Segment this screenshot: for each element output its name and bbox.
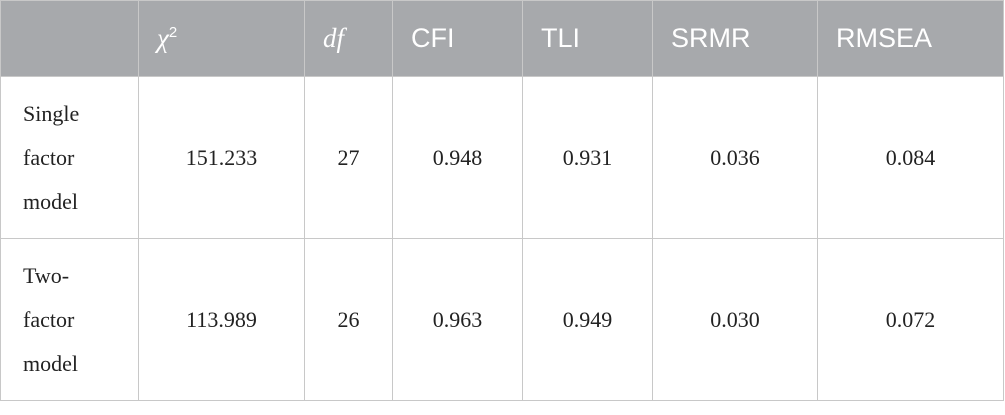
table-cell: 0.931 [522,76,653,239]
table-cell: 0.036 [652,76,818,239]
superscript: 2 [168,24,178,41]
table-cell: 26 [304,238,393,401]
header-cell: χ2 [138,0,305,77]
chi-symbol: χ [157,23,169,53]
fit-table: χ2 df CFI TLI SRMR RMSEA Single factor m… [0,0,1004,401]
header-cell: TLI [522,0,653,77]
table-cell: 27 [304,76,393,239]
table-cell: 0.949 [522,238,653,401]
header-cell: RMSEA [817,0,1004,77]
table-row: Two-factor model 113.989 26 0.963 0.949 0.030… [0,238,1004,401]
header-cell [0,0,139,77]
table-cell: 0.948 [392,76,523,239]
header-cell: SRMR [652,0,818,77]
table-cell: 151.233 [138,76,305,239]
header-row: χ2 df CFI TLI SRMR RMSEA [0,0,1004,77]
table-cell: 0.084 [817,76,1004,239]
row-label: Two-factor model [0,238,139,401]
header-text: df [323,23,345,53]
table-body: Single factor model 151.233 27 0.948 0.931 0.… [0,76,1004,401]
row-label: Single factor model [0,76,139,239]
table-cell: 0.072 [817,238,1004,401]
table-cell: 113.989 [138,238,305,401]
table-row: Single factor model 151.233 27 0.948 0.931 0.… [0,76,1004,239]
header-cell: CFI [392,0,523,77]
table-cell: 0.963 [392,238,523,401]
header-cell: df [304,0,393,77]
table-cell: 0.030 [652,238,818,401]
